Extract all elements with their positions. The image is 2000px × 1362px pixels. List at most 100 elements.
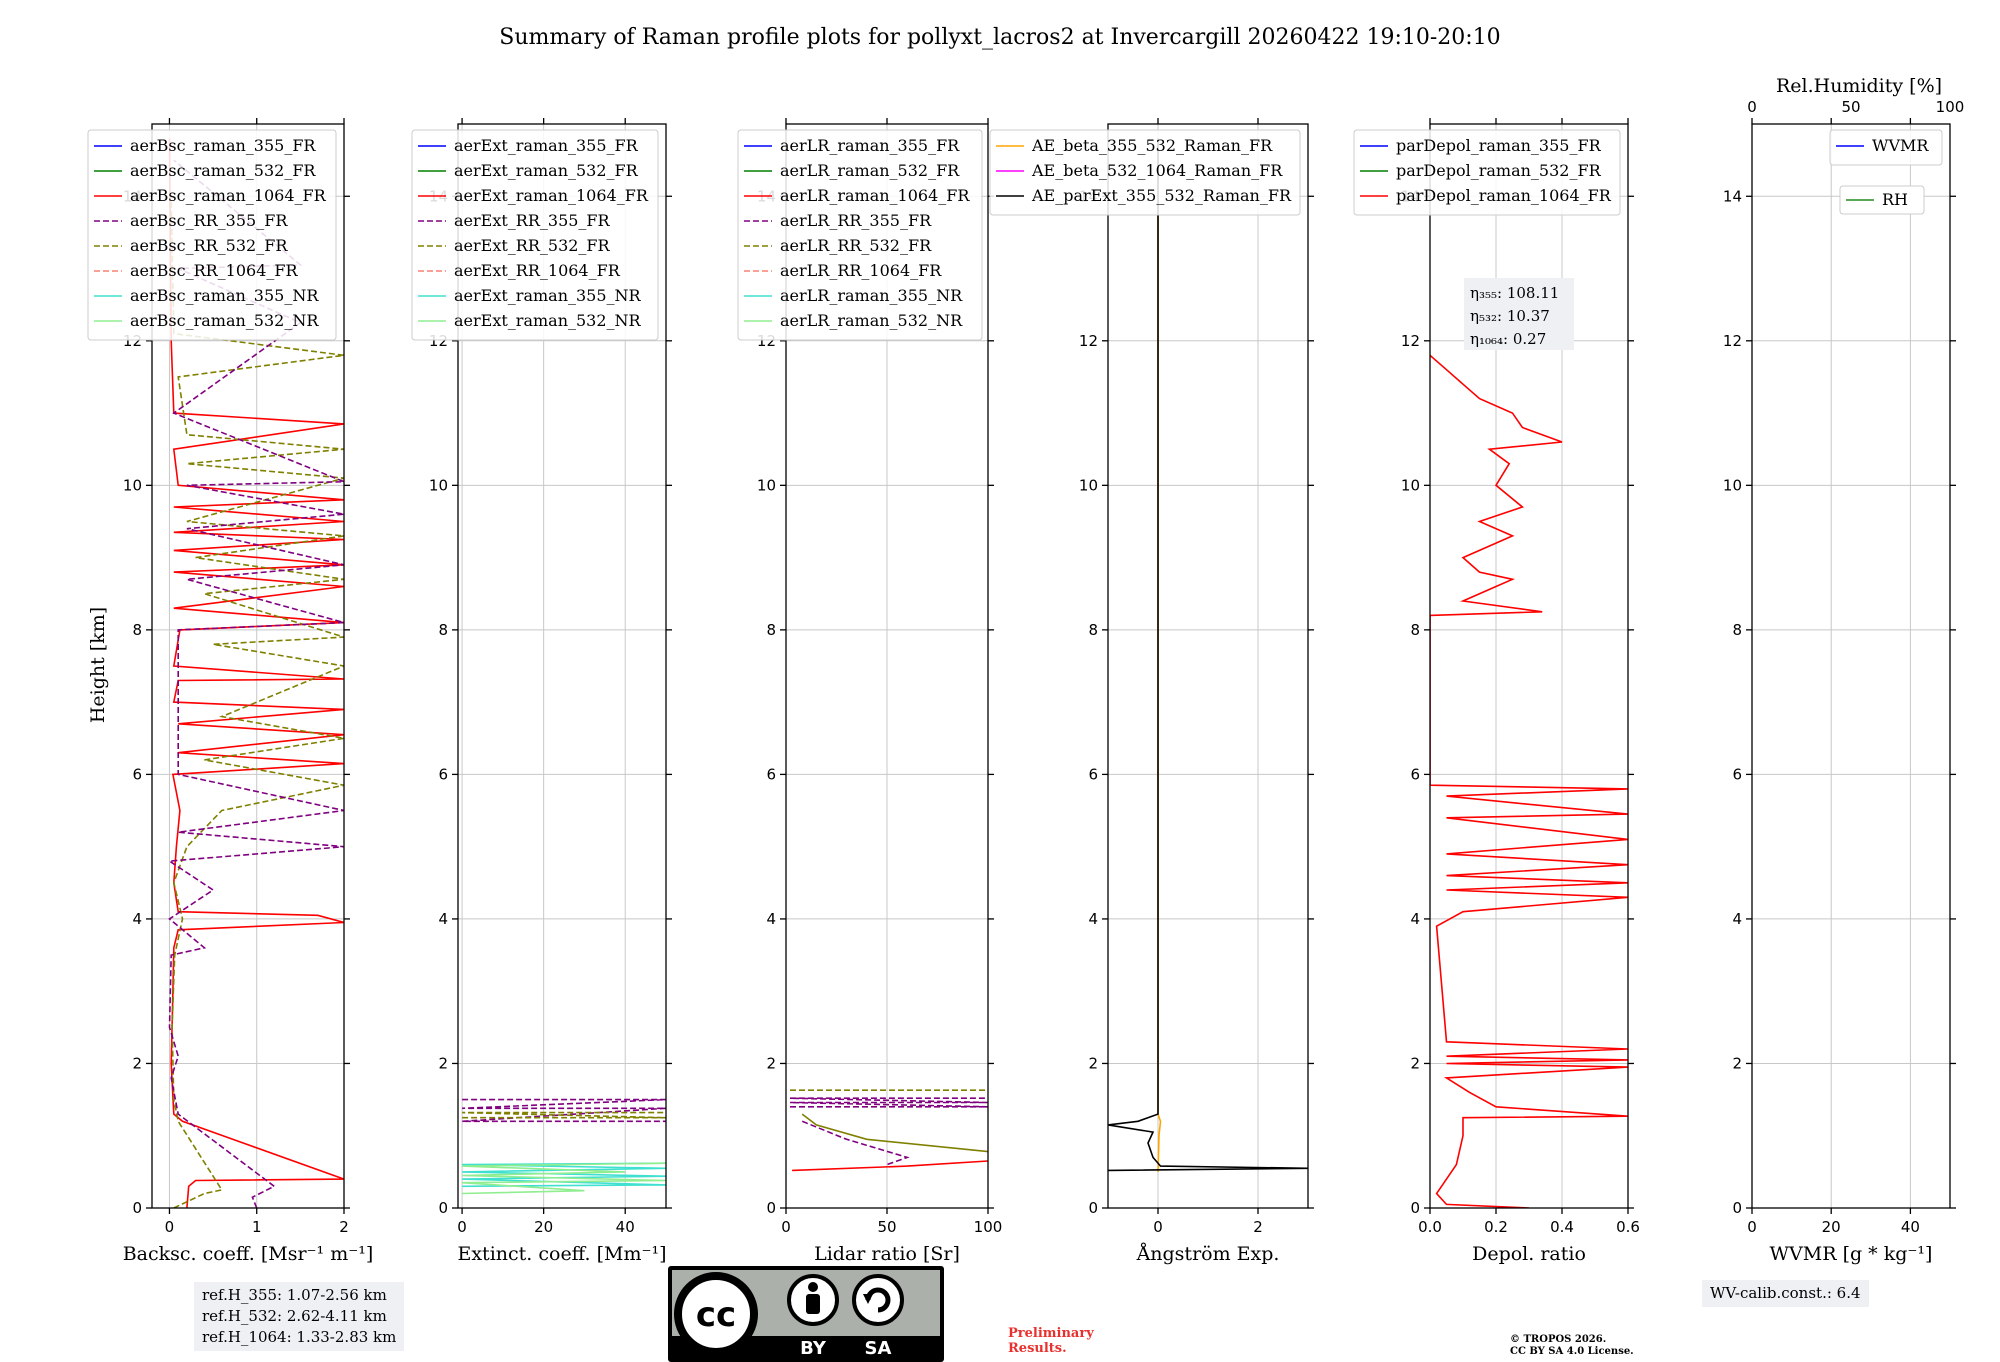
legend-box — [1353, 129, 1621, 216]
top-x-tick-label: 100 — [1936, 98, 1965, 116]
legend-label: AE_beta_355_532_Raman_FR — [1031, 136, 1273, 155]
x-axis-label: Depol. ratio — [1472, 1243, 1586, 1265]
legend-label: aerLR_raman_1064_FR — [780, 186, 970, 205]
top-x-axis-label: Rel.Humidity [%] — [1776, 75, 1942, 97]
copyright-line-1: © TROPOS 2026. — [1510, 1334, 1607, 1345]
legend-label: aerExt_raman_1064_FR — [454, 186, 649, 205]
y-tick-label: 4 — [1410, 910, 1420, 928]
y-tick-label: 4 — [438, 910, 448, 928]
by-label: BY — [800, 1338, 827, 1359]
y-tick-label: 4 — [1088, 910, 1098, 928]
legend-label: aerBsc_RR_355_FR — [130, 211, 288, 230]
x-tick-label: 0.4 — [1550, 1218, 1574, 1236]
axes-frame — [1751, 123, 1951, 1209]
legend-label: parDepol_raman_1064_FR — [1396, 186, 1612, 205]
y-tick-label: 2 — [1410, 1054, 1420, 1072]
legend-box — [989, 129, 1301, 216]
ref-height-1064: ref.H_1064: 1.33-2.83 km — [202, 1328, 397, 1346]
legend-label: parDepol_raman_532_FR — [1396, 161, 1602, 180]
y-tick-label: 4 — [132, 910, 142, 928]
legend-label: RH — [1882, 190, 1908, 209]
x-axis-label: WVMR [g * kg⁻¹] — [1770, 1243, 1933, 1265]
x-tick-label: 100 — [974, 1218, 1003, 1236]
y-tick-label: 0 — [132, 1199, 142, 1217]
series-AE_parExt_355_532_Raman_FR — [1108, 138, 1308, 1172]
y-tick-label: 6 — [132, 765, 142, 783]
x-axis-label: Extinct. coeff. [Mm⁻¹] — [457, 1243, 666, 1265]
y-tick-label: 2 — [766, 1054, 776, 1072]
y-tick-label: 0 — [1732, 1199, 1742, 1217]
y-tick-label: 6 — [438, 765, 448, 783]
series-aerLR_raman_532_FR — [801, 1113, 988, 1153]
x-tick-label: 20 — [534, 1218, 553, 1236]
axes-frame — [457, 123, 667, 1209]
panel-depol: 0.00.20.40.602468101214Depol. ratioparDe… — [1353, 118, 1640, 1265]
legend-label: aerLR_raman_355_FR — [780, 136, 960, 155]
legend-label: aerBsc_raman_355_NR — [130, 286, 319, 305]
y-axis-label: Height [km] — [87, 607, 109, 723]
legend-label: parDepol_raman_355_FR — [1396, 136, 1602, 155]
legend-label: aerLR_raman_532_FR — [780, 161, 960, 180]
y-tick-label: 0 — [766, 1199, 776, 1217]
cc-by-sa-badge: cc BY SA — [668, 1266, 944, 1362]
preliminary-line-2: Results. — [1008, 1341, 1067, 1356]
cc-logo-text: cc — [696, 1295, 736, 1335]
y-tick-label: 6 — [766, 765, 776, 783]
sa-label: SA — [865, 1338, 892, 1359]
x-tick-label: 0.0 — [1418, 1218, 1442, 1236]
legend-label: aerBsc_raman_532_FR — [130, 161, 316, 180]
y-tick-label: 12 — [1079, 332, 1098, 350]
y-tick-label: 8 — [438, 621, 448, 639]
legend-box-2 — [1839, 185, 1925, 215]
legend-label: AE_parExt_355_532_Raman_FR — [1031, 186, 1292, 205]
series-aerBsc_RR_355_FR — [167, 159, 344, 1208]
legend-label: aerLR_raman_355_NR — [780, 286, 963, 305]
legend-box — [87, 129, 337, 341]
y-tick-label: 10 — [429, 476, 448, 494]
y-tick-label: 6 — [1410, 765, 1420, 783]
legend-label: AE_beta_532_1064_Raman_FR — [1031, 161, 1283, 180]
legend-box — [737, 129, 983, 341]
legend-label: aerExt_raman_355_FR — [454, 136, 639, 155]
y-tick-label: 12 — [1723, 332, 1742, 350]
x-tick-label: 0.6 — [1616, 1218, 1640, 1236]
series-aerLR_RR_355_FR_low — [801, 1120, 910, 1166]
legend-label: aerLR_RR_355_FR — [780, 211, 932, 230]
y-tick-label: 6 — [1732, 765, 1742, 783]
x-tick-label: 0 — [165, 1218, 175, 1236]
copyright-note: © TROPOS 2026. CC BY SA 4.0 License. — [1510, 1334, 1634, 1358]
y-tick-label: 8 — [1410, 621, 1420, 639]
preliminary-line-1: Preliminary — [1008, 1326, 1094, 1341]
x-tick-label: 0 — [1153, 1218, 1163, 1236]
legend-label: aerExt_RR_1064_FR — [454, 261, 621, 280]
axes-frame — [1107, 123, 1309, 1209]
series-aerLR_RR_355_FR — [789, 1097, 988, 1108]
y-tick-label: 2 — [132, 1054, 142, 1072]
y-tick-label: 2 — [1088, 1054, 1098, 1072]
eta-annotation-line: η₁₀₆₄: 0.27 — [1470, 330, 1546, 348]
wv-calibration-text: WV-calib.const.: 6.4 — [1710, 1284, 1861, 1302]
series-aerExt_raman_532_NR — [462, 1162, 666, 1195]
y-tick-label: 10 — [1723, 476, 1742, 494]
legend-label: aerLR_raman_532_NR — [780, 311, 963, 330]
wv-calibration-box: WV-calib.const.: 6.4 — [1702, 1280, 1869, 1307]
legend-label: aerBsc_RR_1064_FR — [130, 261, 299, 280]
panel-lr: 05010002468101214Lidar ratio [Sr]aerLR_r… — [737, 118, 1003, 1265]
series-aerLR_raman_1064_FR — [792, 1160, 988, 1172]
y-tick-label: 10 — [757, 476, 776, 494]
x-tick-label: 20 — [1822, 1218, 1841, 1236]
reference-height-box: ref.H_355: 1.07-2.56 km ref.H_532: 2.62-… — [194, 1282, 405, 1351]
series-parDepol_raman_1064_FR — [1430, 354, 1628, 1208]
x-tick-label: 0.2 — [1484, 1218, 1508, 1236]
y-tick-label: 8 — [132, 621, 142, 639]
y-tick-label: 8 — [1088, 621, 1098, 639]
eta-annotation-line: η₃₅₅: 108.11 — [1470, 284, 1559, 302]
copyright-line-2: CC BY SA 4.0 License. — [1510, 1346, 1634, 1357]
y-tick-label: 10 — [1401, 476, 1420, 494]
y-tick-label: 2 — [438, 1054, 448, 1072]
x-axis-label: Backsc. coeff. [Msr⁻¹ m⁻¹] — [123, 1243, 374, 1265]
panel-wv: 0 20 40 0 2 4 6 8 10 12 14 WVMR [g * kg⁻¹] 0 50 100Rel… — [1723, 75, 1964, 1265]
legend-label: aerLR_RR_532_FR — [780, 236, 932, 255]
axes-frame — [151, 123, 345, 1209]
